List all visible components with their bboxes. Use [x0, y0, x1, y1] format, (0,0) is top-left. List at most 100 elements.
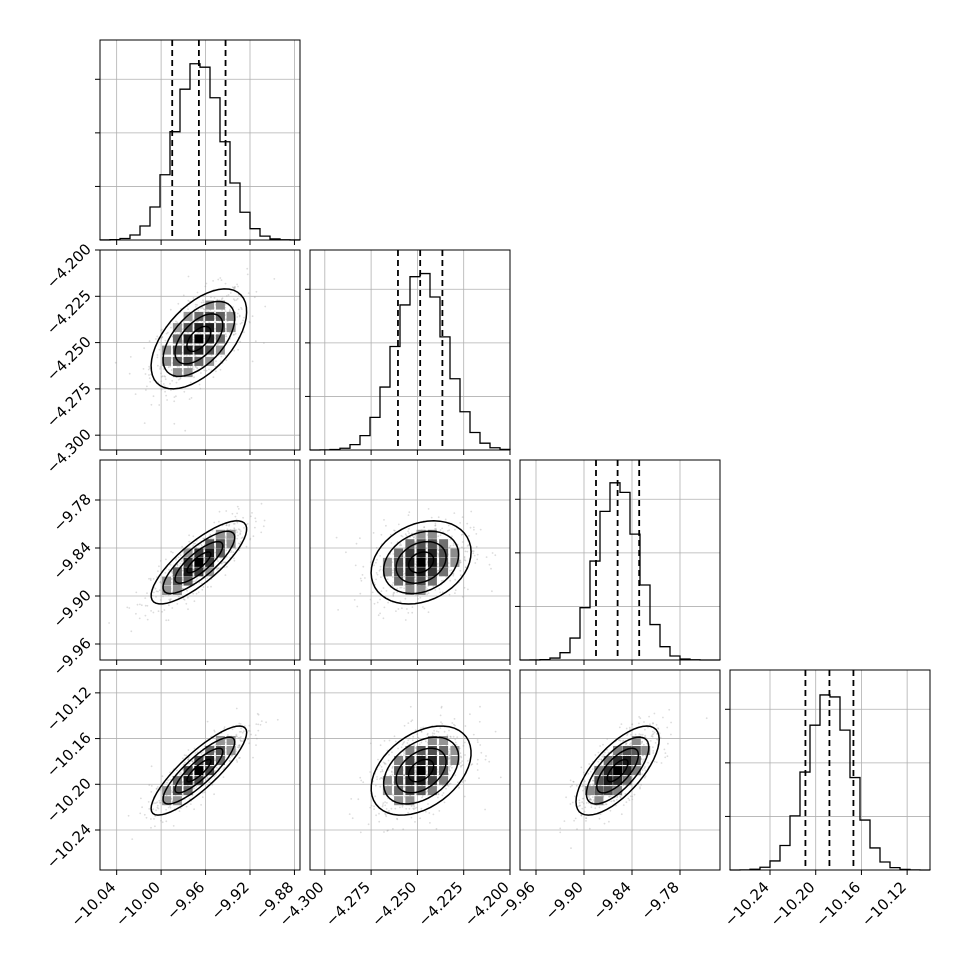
scatter-point	[195, 546, 198, 549]
scatter-point	[420, 741, 423, 744]
scatter-point	[155, 788, 158, 790]
scatter-point	[648, 715, 650, 718]
scatter-point	[461, 516, 464, 518]
scatter-point	[608, 795, 610, 798]
scatter-point	[155, 809, 158, 812]
scatter-point	[448, 729, 450, 732]
scatter-point	[446, 530, 449, 532]
scatter-point	[206, 775, 209, 778]
scatter-point	[453, 718, 456, 720]
scatter-point	[574, 817, 577, 820]
scatter-point	[391, 767, 394, 769]
scatter-point	[449, 756, 451, 759]
scatter-point	[181, 584, 184, 587]
scatter-point	[424, 740, 427, 743]
scatter-point	[236, 505, 239, 508]
scatter-point	[643, 721, 645, 723]
scatter-point	[652, 722, 654, 725]
scatter-point	[187, 608, 189, 611]
scatter-point	[437, 516, 440, 519]
scatter-point	[249, 515, 252, 518]
scatter-point	[415, 537, 417, 540]
scatter-point	[173, 422, 176, 425]
scatter-point	[181, 579, 184, 582]
scatter-point	[460, 764, 463, 767]
scatter-point	[140, 797, 142, 800]
scatter-point	[655, 724, 658, 726]
density-cell	[416, 766, 426, 776]
scatter-point	[437, 796, 439, 799]
scatter-point	[359, 537, 361, 540]
scatter-point	[156, 801, 159, 804]
scatter-point	[602, 794, 604, 797]
scatter-point	[236, 512, 239, 515]
scatter-point	[231, 286, 234, 289]
scatter-point	[178, 365, 181, 368]
scatter-point	[401, 743, 404, 746]
scatter-point	[666, 726, 669, 729]
scatter-point	[388, 753, 390, 756]
scatter-point	[580, 814, 583, 817]
scatter-point	[203, 548, 206, 551]
scatter-point	[242, 739, 245, 741]
scatter-point	[407, 530, 409, 533]
xtick-label: −4.275	[322, 878, 374, 930]
scatter-point	[379, 777, 382, 779]
scatter-point	[411, 606, 414, 608]
scatter-point	[433, 729, 435, 732]
scatter-point	[619, 796, 622, 799]
scatter-point	[423, 526, 425, 529]
scatter-point	[413, 808, 415, 811]
scatter-point	[616, 796, 619, 799]
scatter-point	[156, 806, 159, 809]
scatter-point	[154, 802, 157, 804]
scatter-point	[422, 606, 424, 608]
scatter-point	[464, 566, 467, 569]
contour-0	[606, 758, 629, 783]
scatter-point	[200, 307, 202, 310]
scatter-point	[192, 776, 195, 779]
scatter-point	[175, 354, 178, 357]
scatter-point	[644, 734, 647, 737]
scatter-point	[228, 310, 231, 313]
scatter-point	[469, 713, 471, 716]
scatter-point	[221, 562, 223, 565]
scatter-point	[160, 329, 162, 332]
scatter-point	[370, 804, 373, 807]
scatter-point	[243, 527, 245, 529]
density-cell	[394, 576, 404, 586]
scatter-point	[642, 758, 645, 761]
scatter-point	[210, 296, 212, 299]
scatter-point	[219, 368, 222, 371]
scatter-point	[170, 369, 173, 371]
density-cell	[613, 786, 623, 796]
scatter-point	[626, 734, 628, 736]
scatter-point	[187, 759, 190, 761]
scatter-point	[235, 529, 238, 532]
scatter-point	[611, 774, 613, 777]
scatter-point	[476, 553, 479, 556]
scatter-point	[149, 380, 152, 383]
scatter-point	[167, 779, 170, 782]
density-cell	[194, 311, 204, 321]
scatter-point	[233, 527, 236, 529]
scatter-point	[216, 343, 219, 346]
scatter-point	[176, 769, 178, 772]
scatter-point	[402, 785, 405, 788]
density-cell	[405, 557, 415, 567]
scatter-point	[574, 795, 576, 797]
scatter-point	[484, 808, 486, 811]
density-cell	[205, 766, 215, 776]
scatter-point	[626, 732, 629, 735]
scatter-point	[168, 568, 170, 571]
scatter-point	[171, 791, 174, 794]
density-cell	[405, 786, 415, 796]
scatter-point	[232, 523, 235, 525]
scatter-point	[193, 787, 196, 790]
scatter-point	[157, 590, 159, 593]
scatter-point	[254, 340, 257, 343]
scatter-point	[475, 545, 478, 548]
density-cell	[394, 796, 404, 806]
scatter-point	[403, 774, 406, 777]
scatter-point	[182, 294, 185, 297]
